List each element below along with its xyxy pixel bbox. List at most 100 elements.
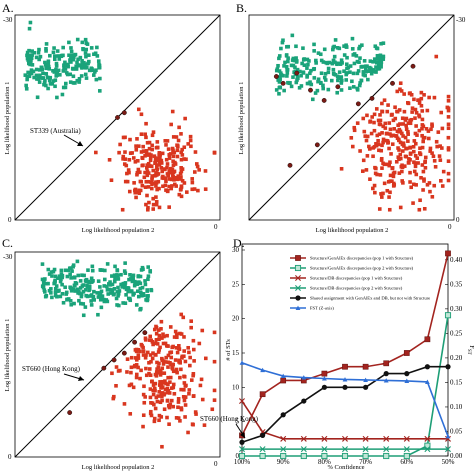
- pop1-point: [108, 283, 113, 287]
- pop1-point: [60, 92, 65, 97]
- pop2-point: [212, 398, 217, 402]
- panel-b-frame: [248, 14, 455, 221]
- pop2-point: [172, 391, 177, 396]
- pop1-point: [71, 263, 76, 267]
- pop1-point: [360, 64, 364, 69]
- pop2-point: [160, 394, 164, 399]
- pop2-point: [420, 126, 424, 131]
- pop2-point: [133, 190, 138, 195]
- pop2-point: [416, 161, 420, 165]
- pop1-point: [32, 50, 37, 55]
- pop2-point: [166, 375, 170, 380]
- pop2-point: [429, 127, 433, 132]
- pop2-point: [157, 418, 161, 423]
- pop2-point: [387, 146, 391, 151]
- pop2-point: [147, 164, 152, 168]
- highlight-point: [287, 162, 293, 168]
- pop1-point: [312, 76, 317, 80]
- pop1-point: [99, 289, 104, 294]
- pop1-point: [112, 279, 117, 284]
- series-marker: [445, 364, 451, 370]
- series-marker: [403, 446, 410, 453]
- panel-a-xtick-right: 0: [214, 223, 218, 231]
- pop1-point: [132, 291, 136, 296]
- pop2-point: [146, 185, 151, 189]
- pop1-point: [122, 269, 127, 273]
- pop2-point: [350, 144, 355, 149]
- pop2-point: [191, 338, 196, 343]
- pop1-point: [49, 291, 53, 295]
- pop2-point: [374, 142, 378, 146]
- pop1-point: [49, 270, 54, 274]
- series-marker: [362, 452, 369, 460]
- pop2-point: [374, 166, 378, 171]
- pop1-point: [84, 76, 89, 80]
- pop2-point: [137, 170, 142, 175]
- pop2-point: [358, 149, 362, 153]
- panel-b-xlabel: Log likelihood population 2: [316, 227, 389, 234]
- pop2-point: [414, 172, 419, 177]
- pop2-point: [151, 388, 155, 393]
- pop1-point: [294, 80, 299, 85]
- pop2-point: [199, 377, 204, 382]
- pop2-point: [150, 177, 154, 182]
- series-marker: [383, 446, 390, 453]
- panel-b-letter: B.: [236, 1, 247, 15]
- pop2-point: [144, 366, 148, 371]
- pop1-point: [292, 70, 296, 75]
- pop1-point: [337, 70, 342, 74]
- series-marker: [259, 452, 266, 460]
- pop1-point: [306, 62, 310, 67]
- pop2-point: [150, 401, 155, 405]
- pop2-point: [428, 189, 432, 194]
- pop2-point: [127, 170, 131, 175]
- pop1-point: [67, 40, 71, 45]
- pop2-point: [407, 161, 411, 165]
- series-marker: [383, 360, 390, 367]
- pop2-point: [170, 184, 174, 188]
- pop2-point: [446, 122, 451, 127]
- pop2-point: [387, 207, 392, 212]
- pop2-point: [374, 107, 379, 111]
- highlight-point: [132, 339, 137, 345]
- pop1-point: [294, 44, 298, 49]
- pop2-point: [153, 341, 157, 346]
- pop1-point: [39, 65, 44, 70]
- pop1-point: [60, 275, 65, 280]
- pop1-point: [71, 74, 76, 79]
- pop2-point: [212, 150, 217, 155]
- pop2-point: [112, 394, 116, 399]
- pop2-point: [150, 133, 155, 138]
- panel-c-pop2-points: [110, 312, 217, 449]
- pop2-point: [406, 121, 411, 125]
- pop1-point: [284, 64, 289, 69]
- pop1-point: [55, 73, 59, 77]
- pop2-point: [160, 358, 165, 363]
- pop2-point: [145, 171, 149, 175]
- pop1-point: [110, 282, 115, 287]
- series-marker: [424, 336, 431, 343]
- pop1-point: [98, 89, 102, 93]
- series-1: [238, 312, 452, 460]
- pop1-point: [63, 268, 68, 273]
- pop2-point: [170, 362, 175, 367]
- pop1-point: [115, 268, 120, 273]
- pop2-point: [170, 365, 174, 370]
- pop2-point: [400, 179, 404, 183]
- pop2-point: [378, 173, 383, 177]
- pop2-point: [147, 371, 151, 376]
- pop1-point: [379, 64, 383, 69]
- series-line: [241, 400, 448, 440]
- pop2-point: [380, 195, 384, 199]
- pop2-point: [129, 355, 134, 360]
- pop1-point: [80, 58, 84, 63]
- series-marker: [321, 370, 328, 377]
- pop2-point: [147, 367, 152, 371]
- pop2-point: [139, 150, 144, 154]
- pop2-point: [182, 335, 186, 339]
- pop1-point: [116, 292, 121, 296]
- pop2-point: [446, 171, 451, 176]
- pop2-point: [157, 383, 162, 387]
- pop2-point: [169, 350, 174, 354]
- pop2-point: [188, 355, 192, 360]
